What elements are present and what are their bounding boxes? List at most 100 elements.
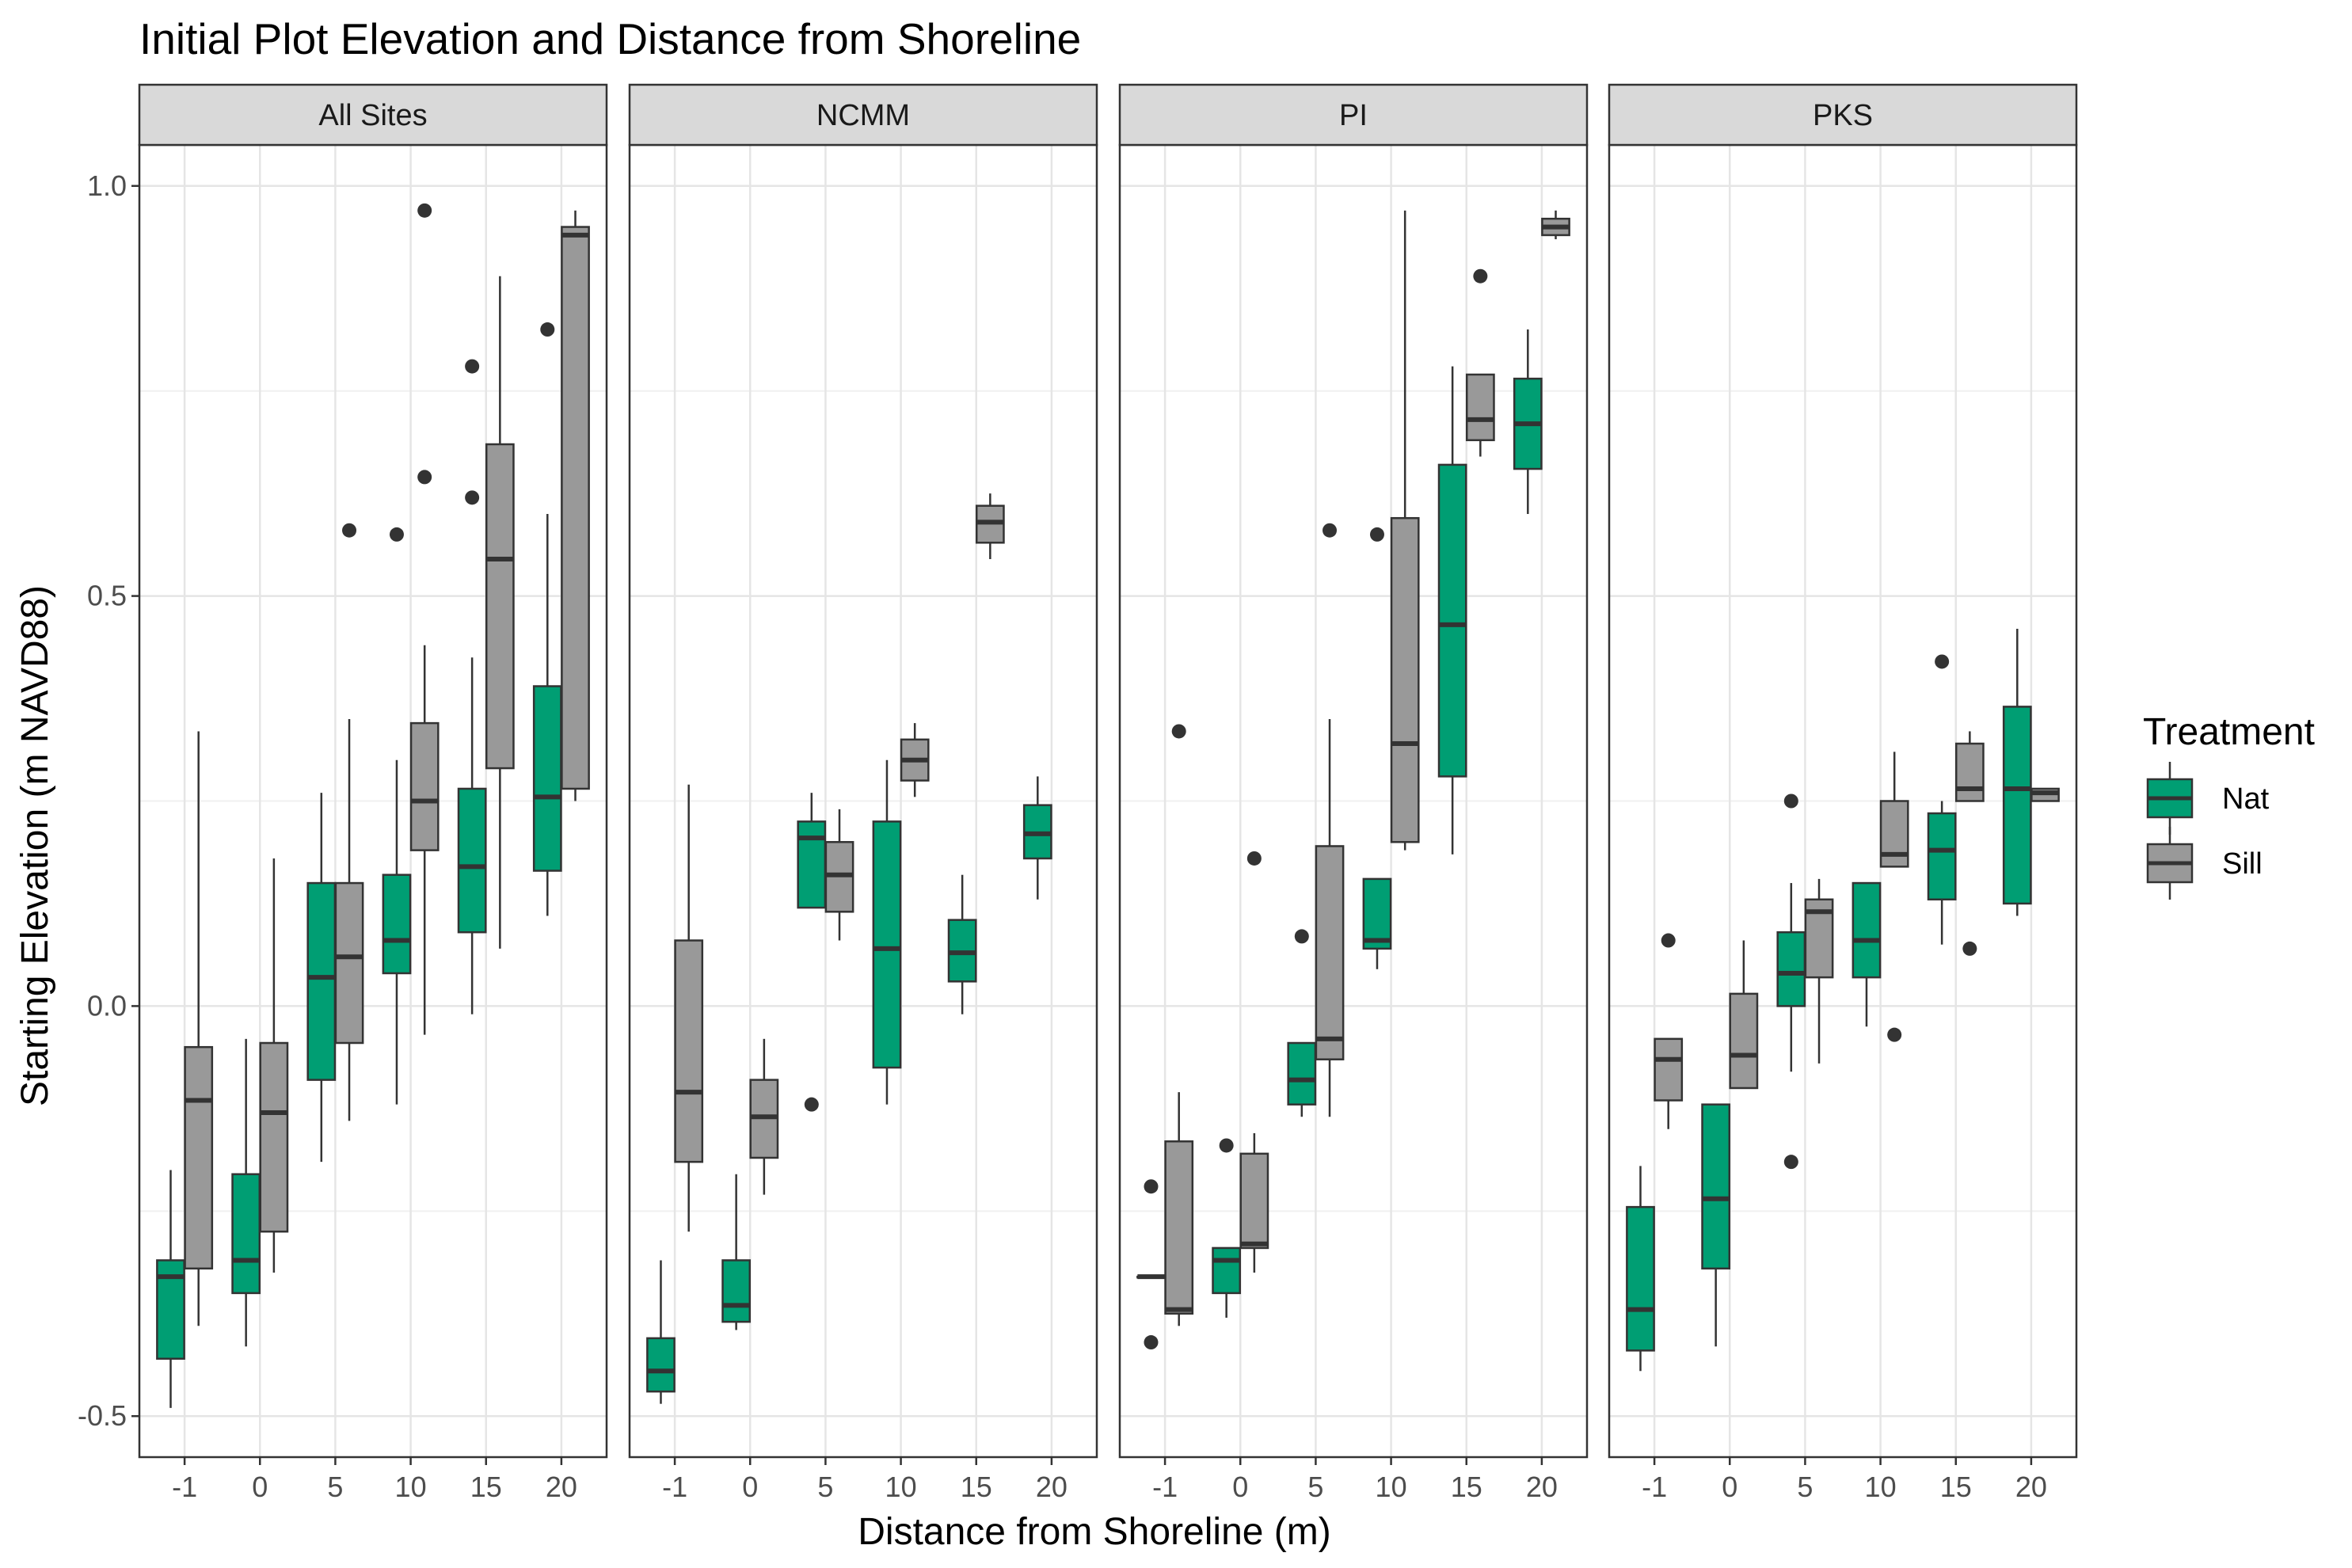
y-axis-title: Starting Elevation (m NAVD88) <box>14 585 56 1106</box>
box-iqr <box>457 787 487 934</box>
box-sill-10 <box>1879 752 1909 1042</box>
box-sill-20 <box>1541 210 1570 240</box>
box-iqr <box>1654 1037 1684 1102</box>
legend-label: Nat <box>2222 782 2270 816</box>
box-iqr <box>646 1337 676 1393</box>
box-sill-20 <box>561 210 590 801</box>
box-sill-0 <box>259 858 289 1273</box>
box-iqr <box>872 820 902 1069</box>
y-tick-label: 1.0 <box>87 169 127 202</box>
x-axis-title: Distance from Shoreline (m) <box>858 1511 1331 1553</box>
box-iqr <box>1390 516 1420 843</box>
facet-strip-label: NCMM <box>816 99 910 132</box>
outlier-point <box>1473 268 1488 284</box>
box-iqr <box>1465 373 1495 442</box>
box-iqr <box>306 881 337 1081</box>
box-sill-5 <box>334 523 364 1121</box>
box-nat-0 <box>721 1174 752 1330</box>
x-tick-label: 5 <box>817 1471 833 1503</box>
box-iqr <box>561 226 590 790</box>
outlier-point <box>804 1097 819 1112</box>
outlier-point <box>1887 1027 1902 1042</box>
box-iqr <box>1212 1246 1242 1295</box>
outlier-point <box>1935 654 1950 669</box>
legend-label: Sill <box>2222 847 2263 881</box>
box-iqr <box>1879 800 1909 868</box>
facet-strip-label: PKS <box>1813 99 1873 132</box>
box-nat-10 <box>872 759 902 1105</box>
box-nat-0 <box>231 1038 261 1347</box>
facet-panel: PKS -1 0 5 10 15 20 <box>1608 83 2078 1503</box>
box-nat-15 <box>1927 654 1957 945</box>
box-nat-15 <box>457 359 487 1014</box>
x-tick-label: 0 <box>742 1471 758 1503</box>
outlier-point <box>417 203 432 218</box>
box-nat--1 <box>646 1260 676 1404</box>
box-iqr <box>334 881 364 1045</box>
box-iqr <box>1729 992 1759 1090</box>
x-tick-label: 5 <box>1797 1471 1813 1503</box>
outlier-point <box>465 490 480 505</box>
y-tick-label: 0.0 <box>87 989 127 1022</box>
outlier-point <box>1219 1138 1234 1153</box>
box-sill-0 <box>749 1038 779 1195</box>
box-iqr <box>382 873 412 975</box>
legend-key-sill: Sill <box>2146 827 2263 900</box>
legend-title: Treatment <box>2143 711 2315 753</box>
box-sill-10 <box>900 723 930 797</box>
box-iqr <box>231 1173 261 1295</box>
box-iqr <box>1164 1140 1194 1315</box>
x-tick-label: 10 <box>1376 1471 1407 1503</box>
outlier-point <box>1144 1335 1159 1350</box>
facet-strip-label: PI <box>1339 99 1368 132</box>
box-iqr <box>532 685 562 872</box>
box-sill-0 <box>1239 851 1269 1273</box>
outlier-point <box>1323 523 1338 538</box>
facet-strip <box>1608 83 2078 147</box>
x-tick-label: 20 <box>1036 1471 1068 1503</box>
box-nat-5 <box>1776 794 1806 1170</box>
facet-strip <box>1118 83 1589 147</box>
outlier-point <box>1369 527 1384 542</box>
facet-panel: PI -1 0 5 10 15 20 <box>1118 83 1589 1503</box>
outlier-point <box>1171 724 1186 739</box>
box-sill-5 <box>1804 878 1834 1064</box>
outlier-point <box>1294 929 1309 944</box>
box-iqr <box>1626 1205 1655 1352</box>
x-tick-label: 5 <box>1307 1471 1323 1503</box>
box-sill-15 <box>485 276 515 949</box>
x-tick-label: 20 <box>2015 1471 2047 1503</box>
box-iqr <box>1437 463 1467 778</box>
box-sill-10 <box>1390 210 1420 851</box>
box-iqr <box>1776 931 1806 1007</box>
legend: Treatment Nat Sill <box>2143 711 2315 900</box>
box-iqr <box>1362 877 1392 950</box>
x-tick-label: 0 <box>1232 1471 1248 1503</box>
box-nat-20 <box>532 322 562 916</box>
box-nat-0 <box>1701 1103 1731 1347</box>
box-nat-10 <box>1362 527 1392 969</box>
box-sill-15 <box>1954 731 1985 956</box>
box-iqr <box>797 820 827 909</box>
box-iqr <box>2002 706 2032 905</box>
box-iqr <box>409 721 440 851</box>
legend-key-nat: Nat <box>2146 762 2270 835</box>
box-sill-5 <box>1315 523 1345 1117</box>
x-tick-label: 15 <box>1940 1471 1972 1503</box>
box-nat-0 <box>1212 1138 1242 1318</box>
box-sill-15 <box>975 493 1005 559</box>
box-sill--1 <box>184 731 214 1326</box>
box-iqr <box>1954 742 1985 802</box>
x-tick-label: 15 <box>961 1471 992 1503</box>
box-nat-5 <box>797 793 827 1112</box>
x-tick-label: -1 <box>1642 1471 1667 1503</box>
x-tick-label: 0 <box>1722 1471 1737 1503</box>
box-nat--1 <box>1626 1166 1655 1372</box>
box-iqr <box>721 1259 752 1323</box>
x-tick-label: 15 <box>1451 1471 1482 1503</box>
box-iqr <box>1315 845 1345 1060</box>
outlier-point <box>1246 851 1262 866</box>
facet-strip <box>628 83 1098 147</box>
box-nat--1 <box>1136 1179 1166 1350</box>
